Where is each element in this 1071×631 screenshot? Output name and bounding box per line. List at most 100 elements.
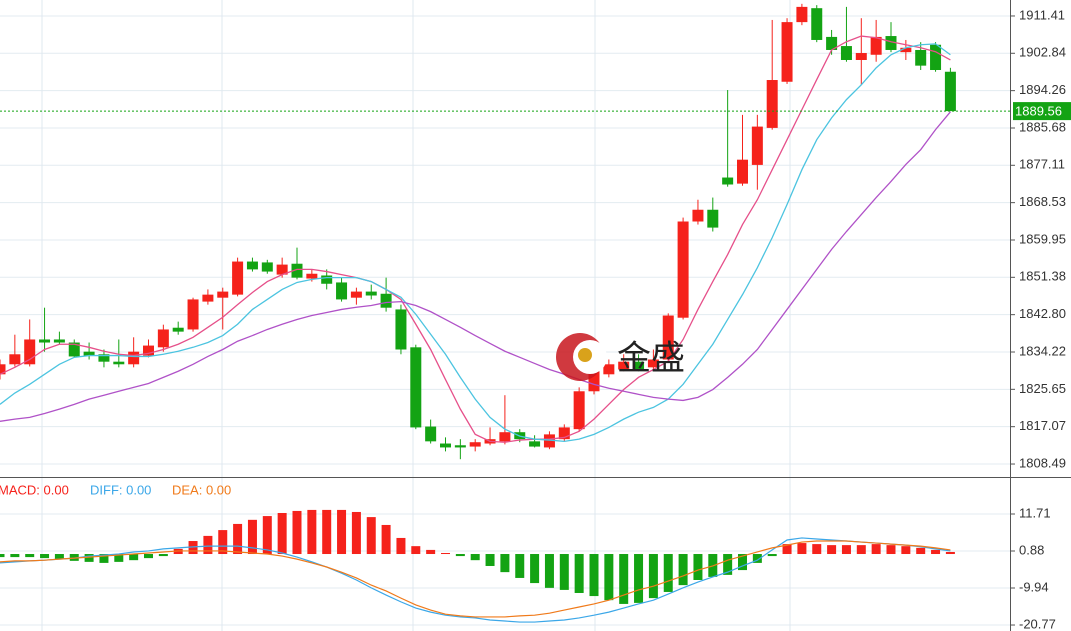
candle-body	[365, 291, 377, 296]
macd-line	[0, 540, 951, 618]
macd-bar	[871, 544, 881, 555]
macd-bar	[158, 554, 168, 557]
y-tick-label: 1834.22	[1019, 343, 1066, 358]
macd-bar	[54, 554, 64, 560]
y-tick-label: 11.71	[1019, 505, 1051, 520]
candle-body	[781, 22, 793, 82]
macd-bar	[10, 554, 20, 558]
macd-bar	[752, 554, 762, 563]
y-tick-label: 1911.41	[1019, 7, 1065, 22]
macd-bar	[396, 537, 406, 555]
macd-bar	[69, 554, 79, 561]
macd-bar	[634, 554, 644, 603]
candle-body	[915, 49, 927, 66]
candle-body	[410, 347, 422, 428]
grid	[0, 15, 1010, 626]
macd-bar	[723, 554, 733, 575]
macd-bar	[604, 554, 614, 601]
macd-bar	[233, 523, 243, 555]
candle-body	[855, 53, 867, 60]
candle-body	[885, 36, 897, 50]
candle-body	[53, 339, 65, 343]
macd-bar	[530, 554, 540, 584]
macd-bar	[856, 545, 866, 555]
candle-body	[454, 445, 466, 448]
macd-bar	[247, 519, 257, 555]
macd-bar	[678, 554, 688, 586]
candle-body	[380, 293, 392, 308]
candle-body	[425, 426, 437, 442]
candle-body	[707, 209, 719, 228]
candle-body	[766, 80, 778, 128]
candle-body	[9, 354, 21, 365]
macd-bar	[470, 554, 480, 561]
candle-body	[261, 262, 273, 272]
candle-body	[98, 354, 110, 362]
candle-body	[692, 209, 704, 222]
candle-body	[737, 159, 748, 184]
macd-bar	[351, 511, 361, 555]
candle-body	[647, 359, 659, 368]
candle-body	[930, 44, 942, 71]
watermark: 金盛	[556, 333, 685, 381]
candle-body	[187, 299, 199, 330]
candle-body	[172, 327, 184, 332]
macd-bar	[99, 554, 109, 563]
y-tick-label: 1894.26	[1019, 82, 1066, 97]
candle-body	[113, 361, 125, 365]
macd-bar	[218, 530, 228, 555]
candle-body	[217, 291, 229, 298]
candle-body	[68, 342, 80, 357]
y-tick-label: -9.94	[1019, 579, 1049, 594]
candle-body	[677, 221, 689, 318]
macd-bar	[574, 554, 584, 593]
macd-bar	[559, 554, 569, 590]
candle-body	[143, 345, 154, 356]
moving-average-line	[0, 43, 951, 443]
macd-bar	[901, 546, 911, 555]
macd-bar	[262, 516, 272, 555]
legend-label: DEA: 0.00	[172, 482, 231, 497]
candle-body	[944, 71, 956, 112]
candle-body	[840, 46, 852, 60]
candle-body	[826, 36, 838, 50]
moving-average-line	[0, 35, 951, 443]
candle-body	[306, 273, 318, 279]
candle-body	[232, 261, 244, 295]
y-tick-label: 1842.80	[1019, 306, 1066, 321]
macd-bar	[188, 541, 198, 555]
macd-bar	[129, 554, 139, 561]
logo-dot	[578, 348, 592, 362]
y-tick-label: 1859.95	[1019, 231, 1066, 246]
candle-body	[603, 364, 615, 375]
macd-bar	[589, 554, 599, 597]
macd-bar	[797, 543, 807, 555]
y-tick-label: -20.77	[1019, 616, 1056, 631]
candle-body	[469, 442, 481, 447]
macd-bar	[381, 524, 391, 555]
candle-body	[157, 329, 169, 348]
candle-body	[39, 339, 51, 343]
macd-bar	[841, 545, 851, 555]
macd-bar	[0, 554, 5, 558]
macd-bar	[886, 545, 896, 555]
candle-body	[558, 427, 570, 440]
y-tick-label: 1808.49	[1019, 455, 1066, 470]
axis: 1911.41 1902.84 1894.26 1885.68 1877.11 1868.…	[1010, 7, 1071, 631]
macd-bar	[827, 545, 837, 555]
macd-bar	[663, 554, 673, 592]
candle-body	[618, 361, 630, 370]
candle-body	[573, 391, 585, 430]
candle-body	[395, 309, 407, 350]
y-tick-label: 1851.38	[1019, 269, 1066, 284]
candle-body	[0, 364, 6, 375]
candle-body	[499, 432, 511, 442]
macd-bar	[812, 544, 822, 555]
macd-bar	[931, 549, 941, 555]
last-price-box	[1013, 102, 1071, 121]
macd-bar	[40, 554, 50, 559]
macd-bar	[945, 551, 955, 555]
macd-bar	[515, 554, 525, 578]
macd-bar	[485, 554, 495, 566]
